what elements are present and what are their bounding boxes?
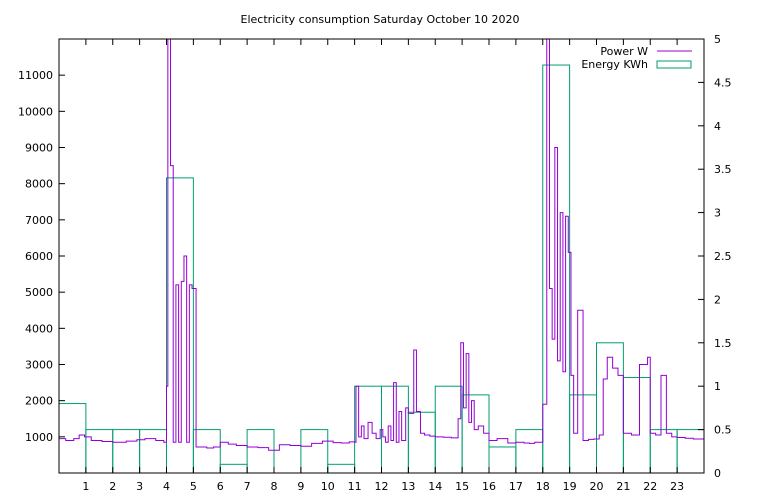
x-tick-label-4: 5 xyxy=(190,480,197,493)
energy-bar-2 xyxy=(112,429,141,474)
x-tick-label-11: 12 xyxy=(375,480,389,493)
legend-label-energy: Energy KWh xyxy=(581,58,648,71)
left-tick-label-2: 3000 xyxy=(25,359,53,372)
left-tick-label-10: 11000 xyxy=(18,69,53,82)
energy-bar-20 xyxy=(596,342,624,474)
x-tick-label-16: 17 xyxy=(509,480,523,493)
power-series xyxy=(59,38,705,451)
energy-bar-9 xyxy=(300,429,329,474)
left-tick-label-0: 1000 xyxy=(25,431,53,444)
x-tick-label-19: 20 xyxy=(590,480,604,493)
legend-label-power: Power W xyxy=(600,45,648,58)
energy-bar-17 xyxy=(515,429,544,474)
left-tick-label-6: 7000 xyxy=(25,214,53,227)
right-tick-label-9: 4.5 xyxy=(714,76,732,89)
left-tick-label-7: 8000 xyxy=(25,178,53,191)
energy-bar-21 xyxy=(622,377,651,474)
energy-series xyxy=(58,64,705,474)
energy-bar-13 xyxy=(407,411,436,474)
x-tick-label-0: 1 xyxy=(82,480,89,493)
x-tick-label-13: 14 xyxy=(428,480,442,493)
energy-bar-23 xyxy=(676,429,705,474)
x-axis: 1 2 3 4 5 6 7 8 9 10 11 12 13 14 15 16 17 18 19 20 21 22 23 xyxy=(82,39,684,493)
x-tick-label-6: 7 xyxy=(244,480,251,493)
chart-title: Electricity consumption Saturday October… xyxy=(241,13,520,26)
legend-box-energy xyxy=(656,60,692,69)
x-tick-label-2: 3 xyxy=(136,480,143,493)
energy-bar-12 xyxy=(381,385,409,474)
energy-bar-5 xyxy=(192,429,221,474)
right-tick-label-8: 4 xyxy=(714,120,721,133)
right-tick-label-7: 3.5 xyxy=(714,163,732,176)
x-tick-label-8: 9 xyxy=(297,480,304,493)
power-step-line xyxy=(59,38,705,451)
energy-bar-1 xyxy=(85,429,114,474)
x-tick-label-14: 15 xyxy=(455,480,469,493)
left-tick-label-5: 6000 xyxy=(25,250,53,263)
right-y-axis: 0 0.5 1 1.5 2 2.5 3 3.5 4 4.5 5 xyxy=(698,33,732,480)
energy-bar-7 xyxy=(246,429,275,474)
x-tick-label-12: 13 xyxy=(401,480,415,493)
left-tick-label-9: 10000 xyxy=(18,105,53,118)
left-y-axis: 1000 2000 3000 4000 5000 6000 7000 8000 9000 1000… xyxy=(18,69,65,444)
left-tick-label-8: 9000 xyxy=(25,142,53,155)
x-tick-label-22: 23 xyxy=(670,480,684,493)
x-tick-label-7: 8 xyxy=(271,480,278,493)
x-tick-label-18: 19 xyxy=(563,480,577,493)
right-tick-label-3: 1.5 xyxy=(714,337,732,350)
left-tick-label-3: 4000 xyxy=(25,322,53,335)
energy-bar-6 xyxy=(219,463,248,474)
energy-bar-10 xyxy=(327,463,356,474)
right-tick-label-1: 0.5 xyxy=(714,424,732,437)
energy-bar-22 xyxy=(649,429,678,474)
right-tick-label-10: 5 xyxy=(714,33,721,46)
x-tick-label-20: 21 xyxy=(616,480,630,493)
right-tick-label-6: 3 xyxy=(714,207,721,220)
x-tick-label-5: 6 xyxy=(217,480,224,493)
right-tick-label-5: 2.5 xyxy=(714,250,732,263)
x-tick-label-1: 2 xyxy=(109,480,116,493)
energy-bar-16 xyxy=(488,446,517,474)
x-tick-label-21: 22 xyxy=(643,480,657,493)
legend: Power W Energy KWh xyxy=(581,45,692,71)
right-tick-label-0: 0 xyxy=(714,467,721,480)
right-tick-label-2: 1 xyxy=(714,380,721,393)
right-tick-label-4: 2 xyxy=(714,293,721,306)
x-tick-label-17: 18 xyxy=(536,480,550,493)
left-tick-label-1: 2000 xyxy=(25,395,53,408)
x-tick-label-9: 10 xyxy=(321,480,335,493)
x-tick-label-15: 16 xyxy=(482,480,496,493)
left-tick-label-4: 5000 xyxy=(25,286,53,299)
x-tick-label-10: 11 xyxy=(348,480,362,493)
energy-bar-3 xyxy=(139,429,167,474)
x-tick-label-3: 4 xyxy=(163,480,170,493)
